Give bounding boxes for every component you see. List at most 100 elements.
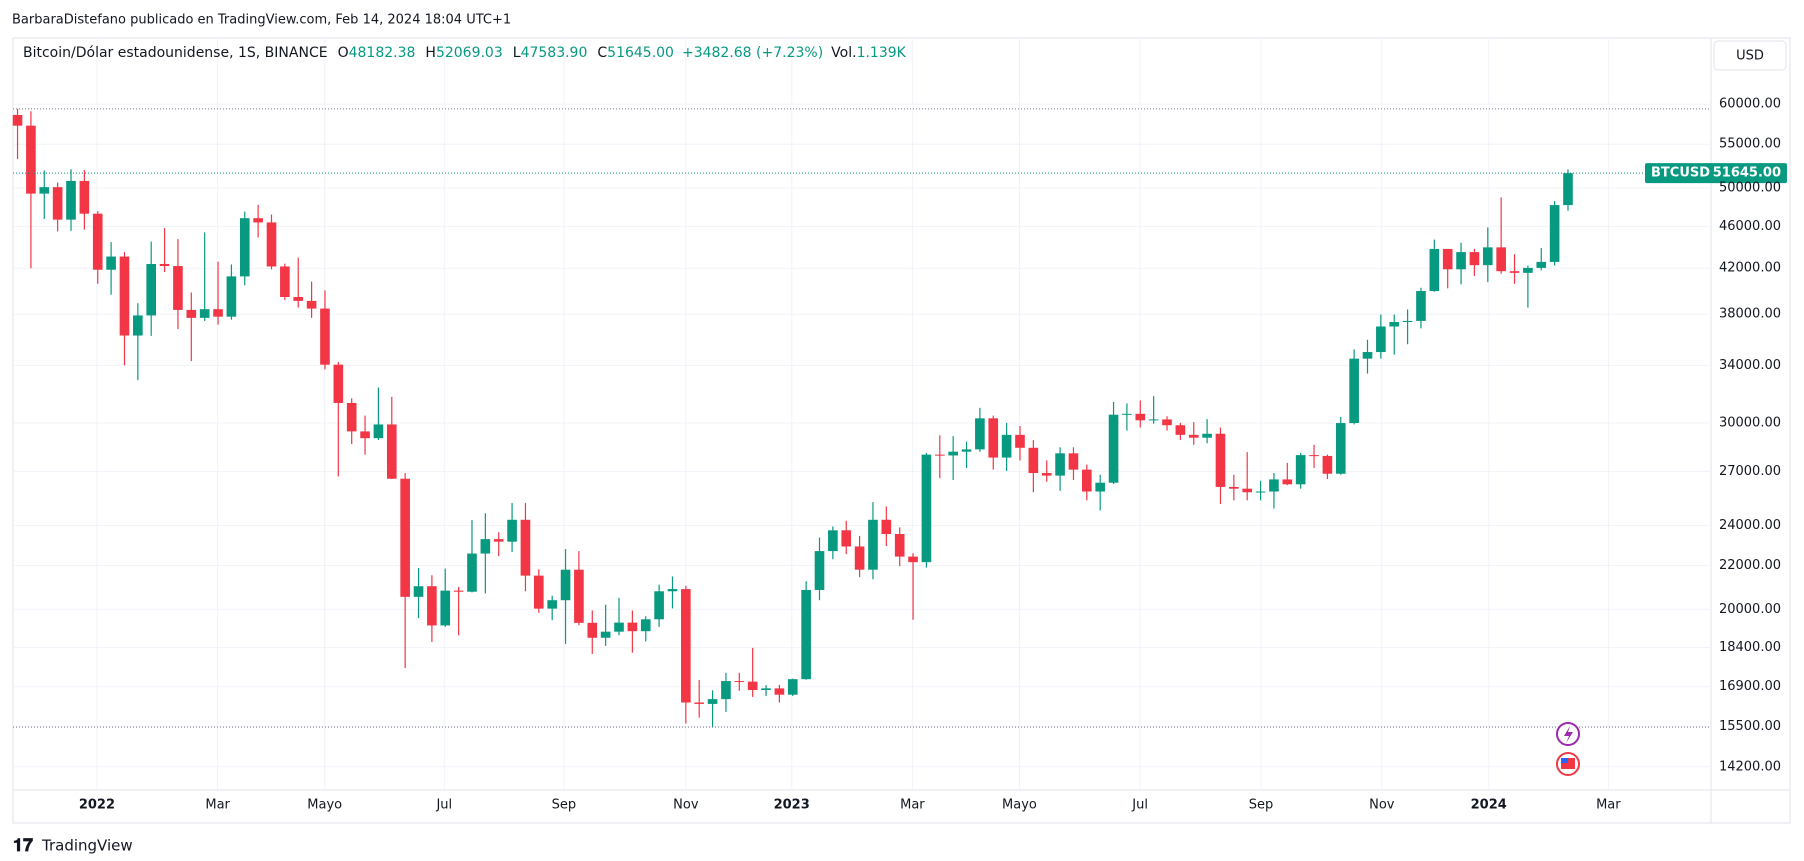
ohlc-value: 52069.03 [436,45,503,61]
x-tick-label: Sep [552,798,577,813]
candle-body [1175,425,1186,435]
candle-body [734,681,745,683]
ohlc-label: L [513,45,521,61]
y-tick-label: 16900.00 [1719,679,1781,694]
candle-body [92,213,103,270]
y-tick-label: 14200.00 [1719,759,1781,774]
candle-body [774,688,785,695]
candle-body [1108,414,1119,483]
y-tick-label: 34000.00 [1719,358,1781,373]
candle-body [1068,453,1079,470]
candle-body [961,449,972,452]
currency-label[interactable]: USD [1736,49,1764,64]
y-tick-label: 60000.00 [1719,97,1781,112]
candle-body [1376,326,1386,353]
candle-body [1255,491,1266,493]
x-tick-label: Nov [1369,798,1395,813]
candle-body [146,263,157,316]
candle-body [386,424,397,479]
candle-body [1563,173,1573,206]
symbol-name: Bitcoin/Dólar estadounidense, 1S, BINANC… [23,45,328,61]
candle-body [747,681,758,691]
candle-body [1349,358,1359,424]
candle-body [306,300,317,309]
candle-body [707,699,718,704]
candle-body [801,589,811,680]
grid [13,38,1711,790]
ohlc-value: 48182.38 [349,45,416,61]
candle-body [560,569,571,601]
candle-body [1509,271,1520,273]
price-label-value: 51645.00 [1713,166,1781,181]
candle-body [333,364,344,403]
candle-body [427,586,437,626]
candle-body [1188,434,1199,438]
event-icon-bolt [1564,726,1573,743]
x-tick-label: 2022 [79,798,115,813]
x-tick-label: 2024 [1471,798,1507,813]
y-tick-label: 30000.00 [1719,415,1781,430]
price-label-box [1645,163,1787,184]
x-tick-label: Mar [1596,798,1621,813]
candle-body [213,309,223,317]
y-tick-label: 22000.00 [1719,558,1781,573]
y-tick-label: 18400.00 [1719,640,1781,655]
candle-body [721,681,731,700]
candle-body [1215,433,1226,487]
candle-body [1095,482,1105,492]
candle-body [547,600,557,609]
x-tick-label: Mar [205,798,230,813]
candle-body [1416,290,1426,321]
candle-body [280,266,290,298]
candles [12,108,1573,728]
candle-body [79,180,90,214]
candle-body [694,702,705,704]
flag-icon [1561,758,1575,769]
candle-body [1295,455,1306,485]
ohlc-value: 51645.00 [607,45,674,61]
candle-body [133,315,143,336]
ohlc-label: C [597,45,607,61]
candle-body [854,546,865,570]
candle-body [921,454,932,563]
candle-body [934,454,945,456]
y-tick-label: 55000.00 [1719,137,1781,152]
candle-body [400,478,410,597]
candle-body [881,519,892,534]
candle-body [66,180,76,220]
candle-body [1135,413,1146,421]
symbol-legend: Bitcoin/Dólar estadounidense, 1S, BINANC… [23,45,907,61]
y-tick-label: 20000.00 [1719,602,1781,617]
candle-body [761,688,771,691]
brand-mark: 𝟏𝟕 [13,835,33,856]
x-tick-label: Nov [673,798,699,813]
candle-body [1456,252,1466,270]
candle-body [507,519,517,542]
y-tick-label: 42000.00 [1719,261,1781,276]
candle-body [173,266,183,310]
volume-label: Vol. [831,45,856,61]
candle-body [1162,419,1172,426]
candle-body [1122,413,1132,415]
x-tick-label: Sep [1249,798,1274,813]
candle-body [587,622,598,638]
candle-body [600,631,611,638]
candle-body [1402,320,1413,323]
candle-body [1015,434,1025,448]
x-tick-label: 2023 [774,798,810,813]
candle-body [159,263,170,267]
publisher-line: BarbaraDistefano publicado en TradingVie… [12,13,511,28]
ohlc-label: H [425,45,436,61]
candle-body [39,187,50,194]
candle-body [266,222,277,267]
currency-button[interactable] [1713,40,1787,71]
candle-body [988,418,999,458]
volume-value: 1.139K [857,45,907,61]
candle-body [654,591,664,620]
candle-body [119,256,130,336]
candle-body [253,218,263,223]
y-tick-label: 27000.00 [1719,464,1781,479]
candle-body [908,556,918,563]
